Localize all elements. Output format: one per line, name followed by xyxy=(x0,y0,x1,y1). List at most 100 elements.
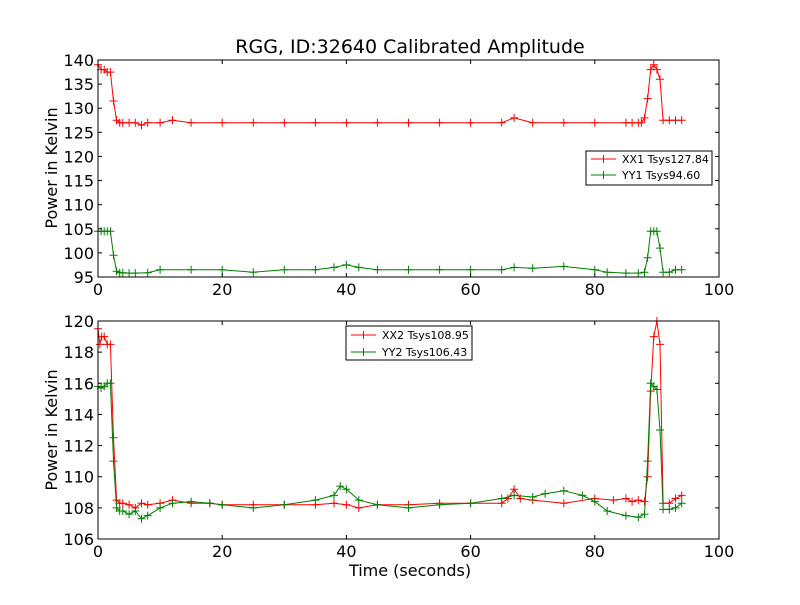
bottom-y-tick-label: 112 xyxy=(63,437,94,456)
bottom-series-0-point xyxy=(671,494,680,503)
top-series-1-point xyxy=(652,227,661,236)
top-y-tick-label: 115 xyxy=(63,172,94,191)
top-series-0-point xyxy=(559,118,568,127)
top-x-tick-label: 0 xyxy=(93,280,103,299)
top-series-0-point xyxy=(652,65,661,74)
top-series-1-point xyxy=(249,268,258,277)
bottom-series-1-point xyxy=(218,500,227,509)
bottom-series-1-point xyxy=(168,499,177,508)
top-y-tick-label: 125 xyxy=(63,123,94,142)
top-y-tick-label: 130 xyxy=(63,99,94,118)
top-series-1-point xyxy=(634,269,643,278)
bottom-x-tick-label: 60 xyxy=(460,542,480,561)
top-series-1-point xyxy=(311,265,320,274)
top-series-1-point xyxy=(643,253,652,262)
top-series-1-point xyxy=(373,265,382,274)
top-series-0-point xyxy=(404,118,413,127)
top-series-0-point xyxy=(187,118,196,127)
bottom-y-tick-label: 110 xyxy=(63,468,94,487)
top-y-tick-label: 110 xyxy=(63,196,94,215)
top-series-0-point xyxy=(590,118,599,127)
bottom-series-0-point xyxy=(656,340,664,349)
top-series-1-point xyxy=(656,244,664,253)
top-series-0-point xyxy=(510,113,519,122)
top-legend-label-yy1: YY1 Tsys94.60 xyxy=(621,169,700,182)
bottom-x-tick-label: 100 xyxy=(704,542,735,561)
top-series-0-point xyxy=(656,75,664,84)
bottom-series-1-point xyxy=(125,510,134,519)
top-series-0-point xyxy=(106,68,115,77)
bottom-x-tick-label: 0 xyxy=(93,542,103,561)
bottom-series-1-point xyxy=(205,499,214,508)
top-y-tick-label: 95 xyxy=(74,268,94,287)
bottom-series-0-point xyxy=(609,496,618,505)
top-series-1-point xyxy=(156,265,165,274)
bottom-series-1-point xyxy=(109,457,118,466)
bottom-series-1-point xyxy=(652,385,661,394)
top-series-0-point xyxy=(435,118,444,127)
bottom-series-1-point xyxy=(342,485,351,494)
bottom-series-1-point xyxy=(528,493,537,501)
bottom-series-1-point xyxy=(665,505,674,514)
top-series-0-point xyxy=(311,118,320,127)
bottom-series-0-point xyxy=(354,503,363,512)
top-plot-frame xyxy=(97,59,720,278)
top-y-tick-label: 135 xyxy=(63,75,94,94)
top-series-1-point xyxy=(497,265,506,274)
bottom-series-1-point xyxy=(671,503,680,512)
top-series-0-point xyxy=(528,118,537,127)
bottom-series-1-point xyxy=(311,496,320,505)
top-y-tick-label: 100 xyxy=(63,244,94,263)
bottom-series-0-point xyxy=(143,500,152,509)
top-legend-marker-yy1 xyxy=(599,171,608,179)
top-series-1-point xyxy=(143,268,152,277)
bottom-series-1-point xyxy=(559,486,568,495)
top-legend-marker-xx1 xyxy=(599,155,608,163)
bottom-series-0-point xyxy=(118,499,127,508)
bottom-series-1-point xyxy=(143,511,152,520)
bottom-series-0-point xyxy=(677,491,686,500)
top-series-1-point xyxy=(280,265,289,274)
top-series-0-point xyxy=(137,121,146,130)
bottom-legend-box xyxy=(345,325,473,361)
bottom-series-1-point xyxy=(497,494,506,503)
bottom-series-1-point xyxy=(131,507,140,515)
top-series-1-point xyxy=(106,227,115,236)
bottom-series-1-point xyxy=(137,514,146,523)
top-x-tick-label: 80 xyxy=(585,280,605,299)
bottom-series-1-point xyxy=(541,489,550,498)
bottom-series-1-point xyxy=(466,499,475,508)
bottom-series-1-point xyxy=(330,491,338,500)
bottom-series-0-point xyxy=(634,496,643,505)
bottom-series-1-point xyxy=(603,507,612,515)
bottom-series-0-point xyxy=(643,472,652,481)
top-series-1-point xyxy=(621,269,630,278)
top-series-0-point xyxy=(373,118,382,127)
bottom-series-1-point xyxy=(621,511,630,520)
bottom-series-1-point xyxy=(510,491,519,500)
top-series-0-point xyxy=(677,116,686,125)
top-x-tick-label: 100 xyxy=(704,280,735,299)
top-series-1-point xyxy=(435,265,444,274)
bottom-series-1-point xyxy=(106,379,115,388)
top-series-1-point xyxy=(559,262,568,271)
bottom-y-tick-label: 108 xyxy=(63,499,94,518)
bottom-series-1-point xyxy=(373,500,382,509)
bottom-series-1-point xyxy=(404,503,413,512)
top-x-tick-label: 20 xyxy=(212,280,232,299)
bottom-series-1-point xyxy=(118,507,127,515)
bottom-y-tick-label: 116 xyxy=(63,374,94,393)
top-series-1-point xyxy=(590,265,599,274)
top-y-axis-label: Power in Kelvin xyxy=(42,107,61,228)
top-series-line-1 xyxy=(98,230,682,274)
bottom-legend-label-xx2: XX2 Tsys108.95 xyxy=(382,329,469,342)
bottom-legend-label-yy2: YY2 Tsys106.43 xyxy=(381,346,467,359)
top-series-1-point xyxy=(218,265,227,274)
bottom-series-0-point xyxy=(640,497,649,506)
bottom-series-layer xyxy=(94,317,686,523)
top-series-1-point xyxy=(404,265,413,274)
top-legend-box xyxy=(585,150,713,186)
bottom-series-0-point xyxy=(95,340,104,349)
